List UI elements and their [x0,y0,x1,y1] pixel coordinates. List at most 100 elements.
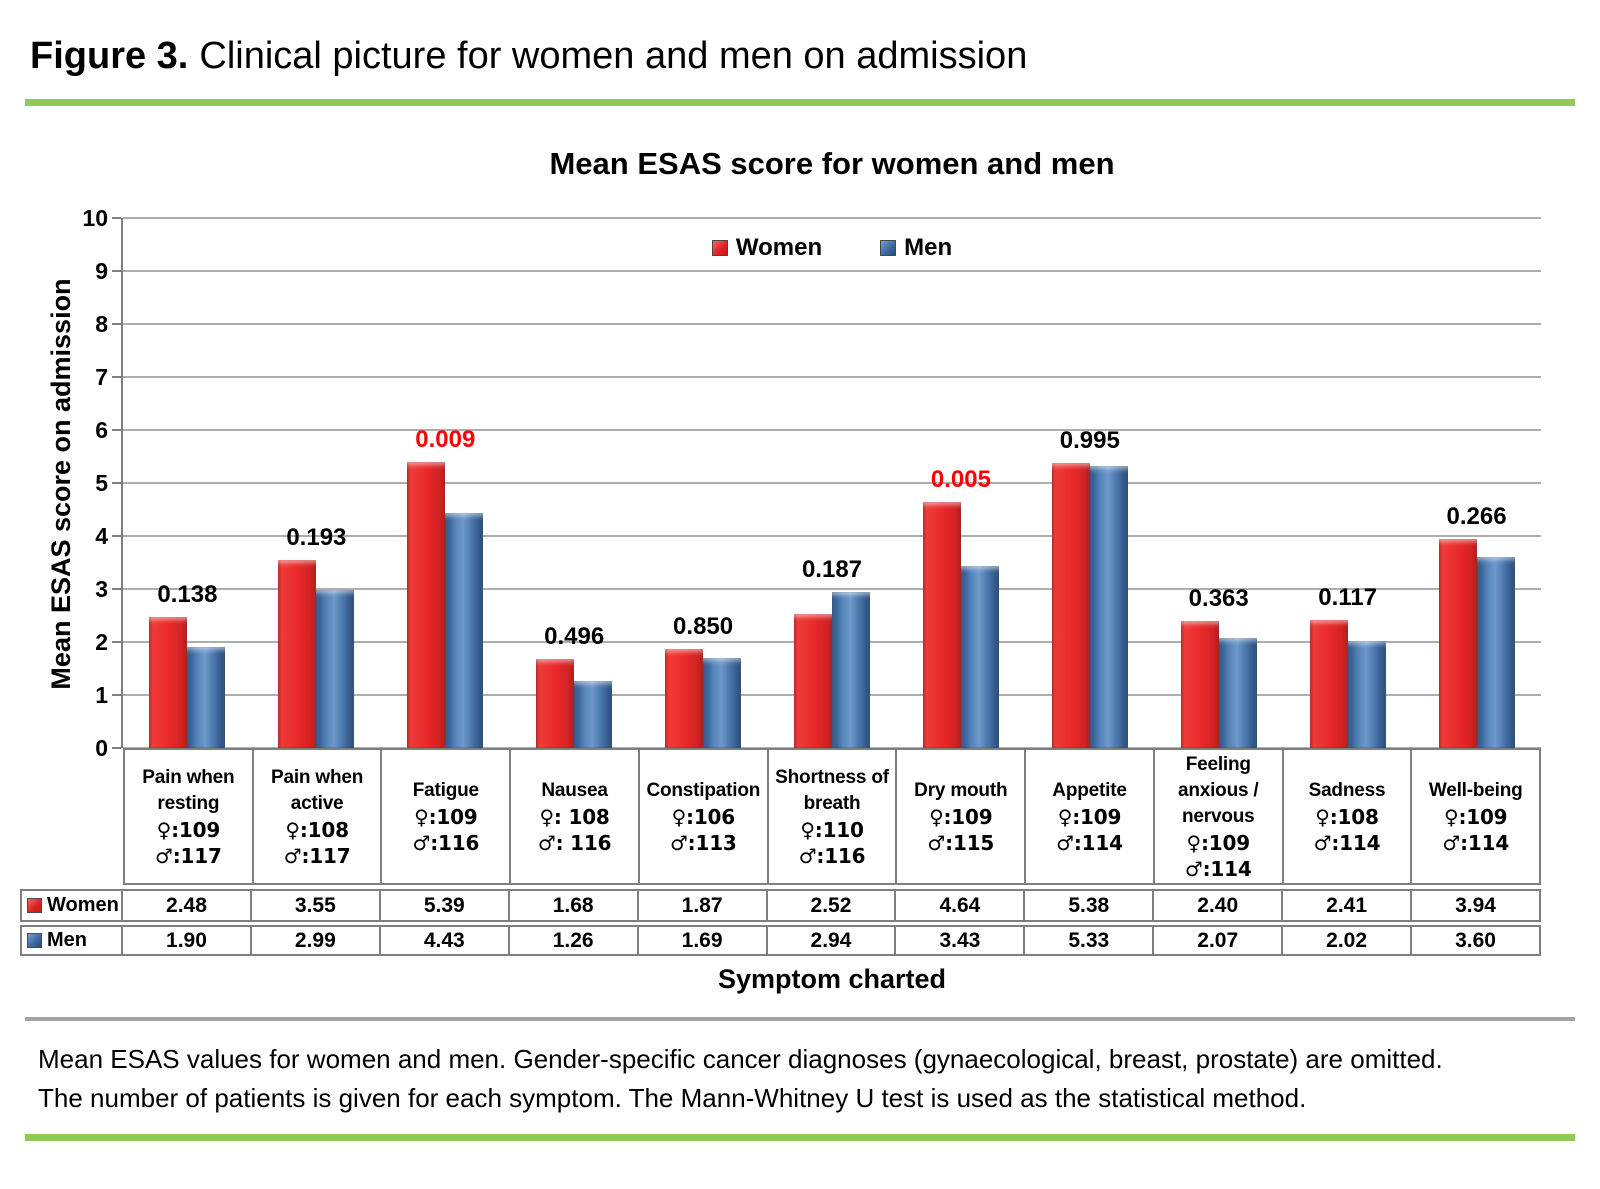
female-count: ♀:110 [800,817,864,842]
y-axis-line [121,218,123,748]
female-count: ♀:109 [1186,830,1251,855]
category-name-line: Pain when [142,766,235,788]
women-value-cell: 5.39 [378,889,510,922]
category-name-line: Fatigue [412,779,479,801]
female-count: ♀:109 [929,804,993,829]
men-value-cell: 5.33 [1023,925,1155,956]
bar-groups: 0.138 0.193 0.009 0.496 0.850 0.187 0.005 0.995… [123,218,1541,748]
figure-title-text: Clinical picture for women and men on ad… [199,35,1028,77]
male-count: ♂:114 [1313,830,1381,855]
women-value-cell: 1.87 [636,889,768,922]
male-count: ♂:113 [669,830,737,855]
women-value-cell: 4.64 [894,889,1026,922]
gridline [123,588,1541,590]
category-name-line: Well-being [1428,779,1523,801]
category-name-line: resting [157,792,220,814]
legend-women-label: Women [735,234,823,261]
women-value-cell: 1.68 [507,889,639,922]
men-bar [574,681,613,748]
men-bar [1347,640,1386,748]
men-value-cell: 3.60 [1410,925,1541,956]
men-bar [1218,638,1257,748]
figure-caption: Mean ESAS values for women and men. Gend… [38,1040,1578,1118]
p-value-label: 0.496 [544,622,605,650]
y-axis-tick [112,217,121,219]
category-label-cell: Nausea ♀: 108 ♂: 116 [509,748,640,885]
men-bar [445,513,484,748]
women-bar [665,648,704,748]
table-row-men: Men 1.90 2.99 4.43 1.26 1.69 2.94 3.43 5.33 2.07… [20,925,1541,956]
category-name-line: Nausea [541,779,608,801]
category-label-cell: Shortness of breath ♀:110 ♂:116 [766,748,898,885]
category-label-cell: Appetite ♀:109 ♂:114 [1024,748,1155,885]
chart-legend: Women Men [123,234,1541,262]
category-name-line: Shortness of [775,766,889,788]
bar-group: 0.193 [252,218,381,748]
y-axis-labels: 0 1 2 3 4 5 6 7 8 9 10 [20,205,108,761]
legend-item-women: Women [711,234,823,262]
legend-item-men: Men [880,234,952,262]
men-value-cell: 3.43 [894,925,1026,956]
y-tick-label: 7 [95,364,108,390]
p-value-label: 0.009 [415,426,476,454]
women-legend-swatch-icon [711,240,728,256]
female-count: ♀: 108 [539,804,610,829]
p-value-label: 0.005 [930,466,991,494]
women-value-cell: 2.48 [121,889,252,922]
y-tick-label: 4 [95,523,108,549]
caption-line-1: Mean ESAS values for women and men. Gend… [38,1044,1443,1074]
gridline [123,270,1541,272]
bar-group: 0.363 [1154,218,1283,748]
women-bar [536,658,575,748]
category-name-line: Sadness [1308,779,1386,801]
gridline [123,323,1541,325]
table-row-women: Women 2.48 3.55 5.39 1.68 1.87 2.52 4.64 5.38 2.… [20,889,1541,922]
men-row-header: Men [20,925,123,956]
female-count: ♀:108 [285,817,349,842]
p-value-label: 0.363 [1188,584,1249,612]
men-row-swatch-icon [27,933,42,948]
women-bar [922,502,961,748]
men-value-cell: 1.90 [121,925,252,956]
men-bar [1476,557,1515,748]
y-tick-label: 8 [95,311,108,337]
bar-group: 0.995 [1025,218,1154,748]
category-label-cell: Feeling anxious / nervous ♀:109 ♂:114 [1152,748,1284,885]
men-bar [703,658,742,748]
p-value-label: 0.850 [673,612,734,640]
x-axis-title: Symptom charted [717,964,947,994]
y-tick-label: 10 [82,205,108,231]
male-count: ♂:116 [412,830,480,855]
y-tick-label: 9 [95,258,108,284]
bottom-divider-line [25,1134,1575,1141]
category-name-line: Appetite [1052,779,1127,801]
category-label-cell: Well-being ♀:109 ♂:114 [1410,748,1542,885]
category-name-line: active [290,792,344,814]
gridline [123,482,1541,484]
women-bar [1309,620,1348,748]
bar-group: 0.117 [1283,218,1412,748]
women-bar [149,616,188,748]
p-value-label: 0.266 [1446,503,1507,531]
men-value-cell: 4.43 [378,925,510,956]
women-bar [1438,539,1477,748]
men-value-cell: 2.94 [765,925,897,956]
category-label-cell: Sadness ♀:108 ♂:114 [1281,748,1413,885]
female-count: ♀:109 [1444,804,1508,829]
y-tick-label: 1 [95,682,108,708]
p-value-label: 0.187 [801,556,863,584]
men-bar [831,592,870,748]
women-value-cell: 2.41 [1281,889,1413,922]
female-count: ♀:109 [414,804,478,829]
men-bar [316,589,355,748]
men-value-cell: 1.69 [636,925,768,956]
y-axis-tick [112,588,121,590]
y-axis-tick [112,641,121,643]
men-bar [960,566,999,748]
caption-divider-line [25,1017,1575,1021]
category-name-line: Constipation [646,779,761,801]
chart-title: Mean ESAS score for women and men [549,146,1115,181]
category-name-line: Feeling [1185,753,1251,775]
female-count: ♀:109 [1057,804,1122,829]
bar-group: 0.850 [639,218,768,748]
